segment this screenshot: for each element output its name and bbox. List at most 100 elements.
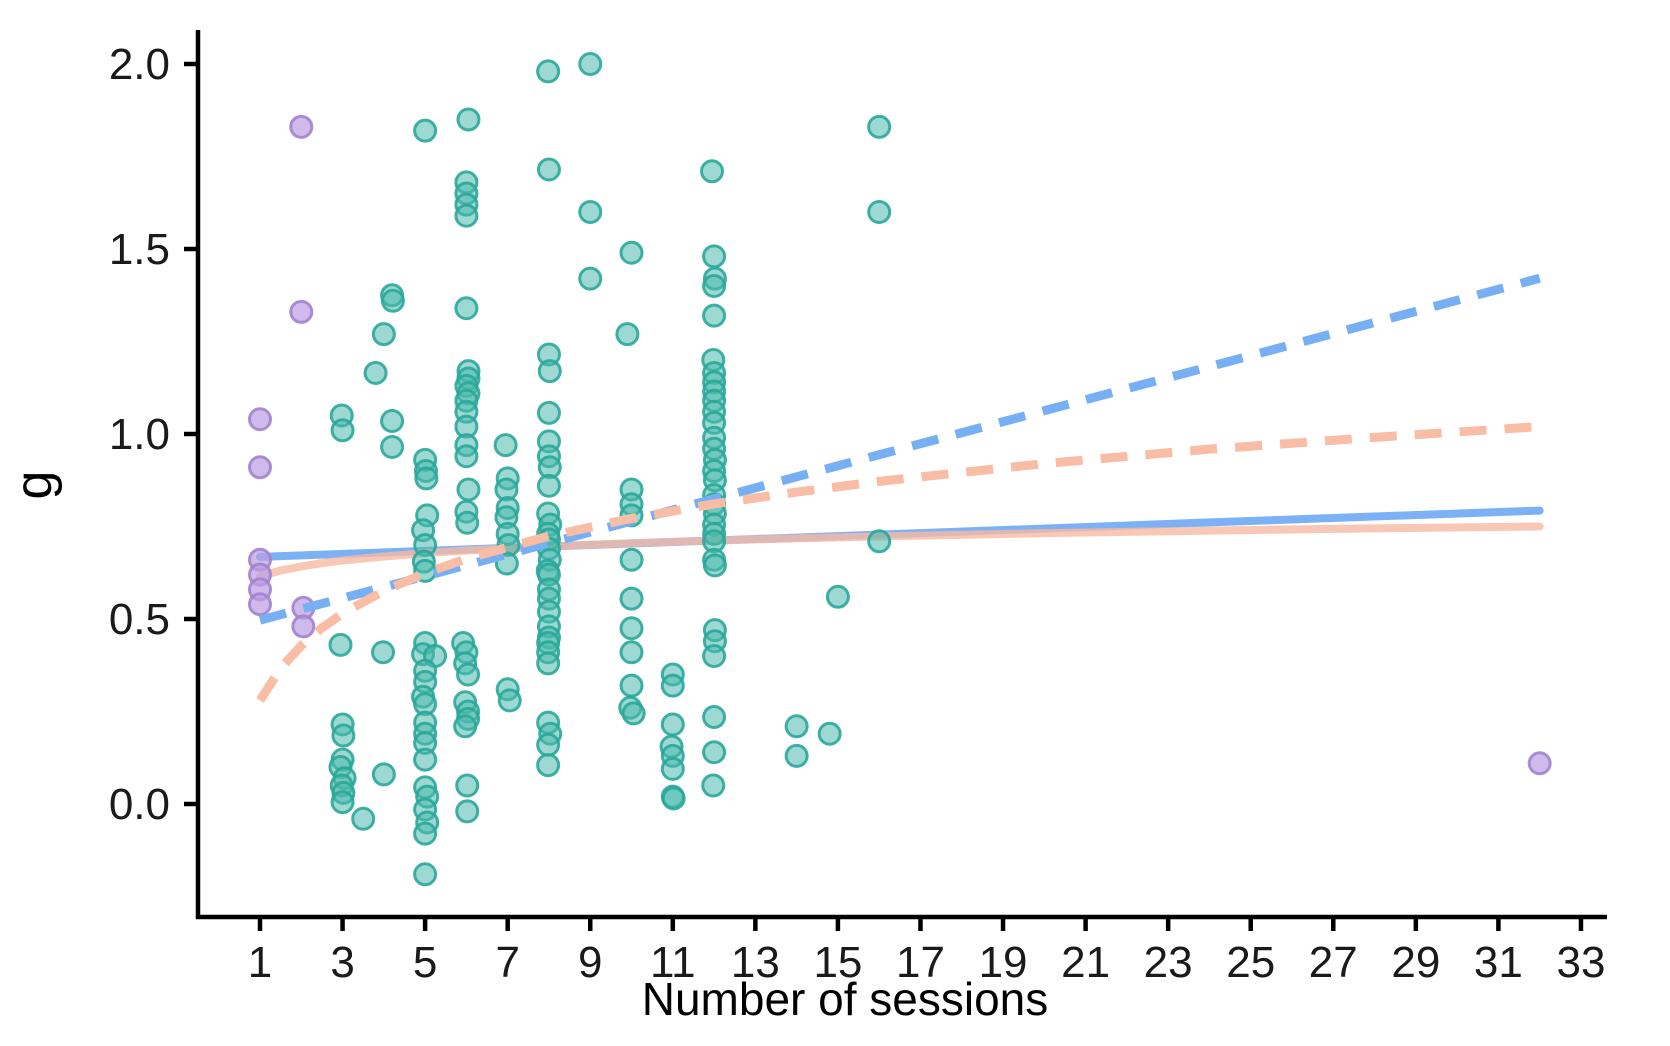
data-point-group-purple (289, 299, 314, 324)
x-tick-label: 15 (813, 938, 862, 987)
data-point-group-teal (536, 400, 561, 425)
data-point-group-teal (867, 200, 892, 224)
data-point-group-teal (380, 434, 405, 459)
data-point-group-teal (867, 114, 892, 139)
data-point-group-teal (536, 473, 561, 498)
data-point-group-teal (578, 52, 603, 76)
x-tick-label: 21 (1061, 938, 1110, 987)
data-point-group-teal (702, 553, 727, 578)
data-point-group-teal (413, 118, 438, 143)
data-point-group-teal (363, 360, 388, 385)
x-tick-label: 29 (1391, 938, 1440, 987)
data-point-group-teal (700, 159, 725, 184)
x-tick-label: 3 (330, 938, 354, 987)
data-point-group-teal (619, 547, 644, 572)
data-point-group-teal (619, 616, 644, 641)
data-point-group-teal (454, 444, 479, 469)
data-point-group-purple (1527, 751, 1552, 776)
data-point-group-teal (371, 640, 396, 665)
data-point-group-teal (413, 747, 438, 772)
data-point-group-teal (456, 107, 481, 132)
data-point-group-teal (536, 753, 561, 778)
data-point-group-teal (380, 288, 405, 313)
data-point-group-teal (453, 714, 478, 739)
x-tick-label: 23 (1144, 938, 1193, 987)
data-point-group-teal (331, 723, 356, 748)
data-point-group-teal (660, 712, 685, 737)
x-tick-label: 27 (1309, 938, 1358, 987)
data-point-group-teal (867, 529, 892, 554)
data-point-group-teal (455, 773, 480, 798)
x-tick-label: 7 (495, 938, 519, 987)
data-point-group-teal (414, 466, 439, 491)
data-point-group-teal (825, 584, 850, 609)
data-point-group-teal (456, 477, 481, 502)
x-tick-label: 19 (979, 938, 1028, 987)
data-point-group-teal (413, 862, 438, 887)
data-point-group-teal (454, 203, 479, 228)
data-point-group-teal (619, 673, 644, 698)
data-point-group-teal (701, 773, 726, 798)
data-point-group-teal (371, 322, 396, 347)
data-point-group-teal (330, 790, 355, 815)
data-point-group-teal (784, 714, 809, 739)
axis-spine (195, 30, 1607, 920)
data-point-group-teal (536, 732, 561, 757)
data-point-group-teal (413, 821, 438, 846)
data-point-group-teal (702, 740, 727, 765)
data-point-group-purple (248, 592, 272, 617)
x-tick-label: 25 (1226, 938, 1275, 987)
x-tick-label: 13 (731, 938, 780, 987)
data-point-group-teal (330, 418, 355, 443)
x-tick-label: 11 (650, 938, 696, 987)
y-axis-title: g (5, 470, 63, 500)
data-point-group-purple (289, 114, 314, 139)
data-point-group-purple (291, 614, 316, 639)
data-point-group-teal (660, 756, 685, 781)
y-tick-label: 0.5 (109, 595, 170, 644)
data-point-group-teal (380, 409, 405, 434)
data-point-group-teal (621, 701, 646, 726)
x-tick-label: 33 (1556, 938, 1605, 987)
data-point-group-teal (661, 786, 686, 811)
x-axis-title-wrap: Number of sessions (0, 972, 1670, 1026)
data-point-group-teal (619, 240, 644, 265)
data-point-group-teal (497, 688, 522, 713)
data-point-group-teal (702, 705, 727, 730)
x-tick-label: 31 (1474, 938, 1523, 987)
x-tick-label: 5 (413, 938, 437, 987)
data-point-group-teal (615, 322, 640, 347)
data-point-group-teal (702, 244, 727, 269)
y-tick-label: 0.0 (109, 780, 170, 829)
data-point-group-teal (455, 510, 480, 535)
data-point-group-teal (702, 644, 727, 668)
data-point-group-teal (619, 586, 644, 611)
trend-line-orange-dashed-log (256, 422, 1540, 703)
data-point-group-teal (351, 806, 376, 831)
data-point-group-teal (455, 799, 480, 824)
data-point-group-teal (784, 743, 809, 768)
data-point-group-teal (536, 157, 561, 182)
y-tick-label: 2.0 (109, 40, 170, 89)
x-tick-label: 1 (248, 938, 272, 987)
data-point-group-teal (578, 200, 603, 224)
data-point-group-teal (702, 274, 727, 298)
x-axis-title: Number of sessions (641, 973, 1049, 1025)
trend-line-blue-dashed-linear (258, 273, 1541, 625)
data-point-group-teal (619, 640, 644, 665)
data-point-group-teal (536, 651, 561, 676)
data-point-group-purple (248, 407, 272, 432)
data-point-group-teal (456, 662, 481, 687)
y-tick-label: 1.0 (109, 410, 170, 459)
x-tick-label: 17 (896, 938, 945, 987)
data-point-group-teal (493, 433, 518, 458)
data-point-group-teal (454, 296, 479, 321)
data-point-group-teal (578, 266, 603, 291)
x-tick-label: 9 (578, 938, 602, 987)
y-tick-label: 1.5 (109, 225, 170, 274)
data-point-group-teal (371, 762, 396, 787)
data-point-group-teal (817, 721, 842, 746)
data-point-group-purple (248, 455, 272, 480)
